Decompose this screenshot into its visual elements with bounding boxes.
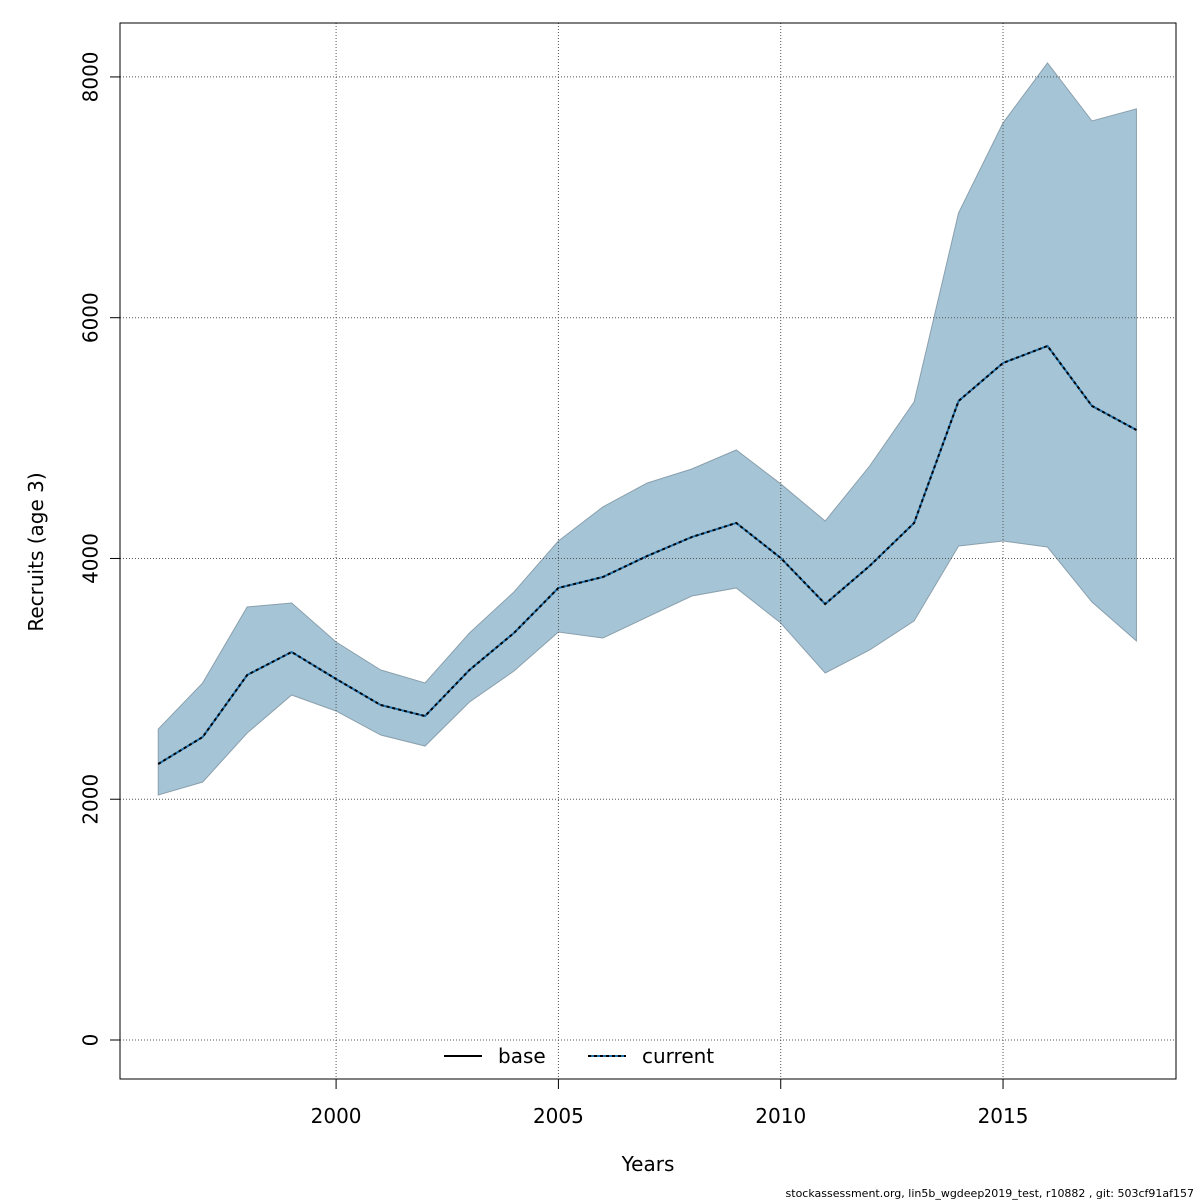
y-axis-label: Recruits (age 3)	[24, 472, 48, 631]
plot-frame	[119, 22, 1177, 1080]
confidence-band	[157, 62, 1137, 796]
x-tick-label: 2015	[978, 1104, 1029, 1128]
x-tick-label: 2010	[755, 1104, 806, 1128]
footnote: stockassessment.org, lin5b_wgdeep2019_te…	[786, 1187, 1194, 1200]
x-tick-label: 2005	[533, 1104, 584, 1128]
y-tick-label: 4000	[79, 533, 103, 584]
y-tick-label: 2000	[79, 774, 103, 825]
y-tick-label: 8000	[79, 51, 103, 102]
series-line	[157, 344, 1137, 765]
x-axis-label: Years	[621, 1152, 675, 1176]
y-tick-label: 6000	[79, 292, 103, 343]
y-tick-label: 0	[79, 1034, 103, 1047]
x-tick-label: 2000	[311, 1104, 362, 1128]
legend-label: base	[498, 1044, 546, 1068]
legend-label: current	[642, 1044, 714, 1068]
